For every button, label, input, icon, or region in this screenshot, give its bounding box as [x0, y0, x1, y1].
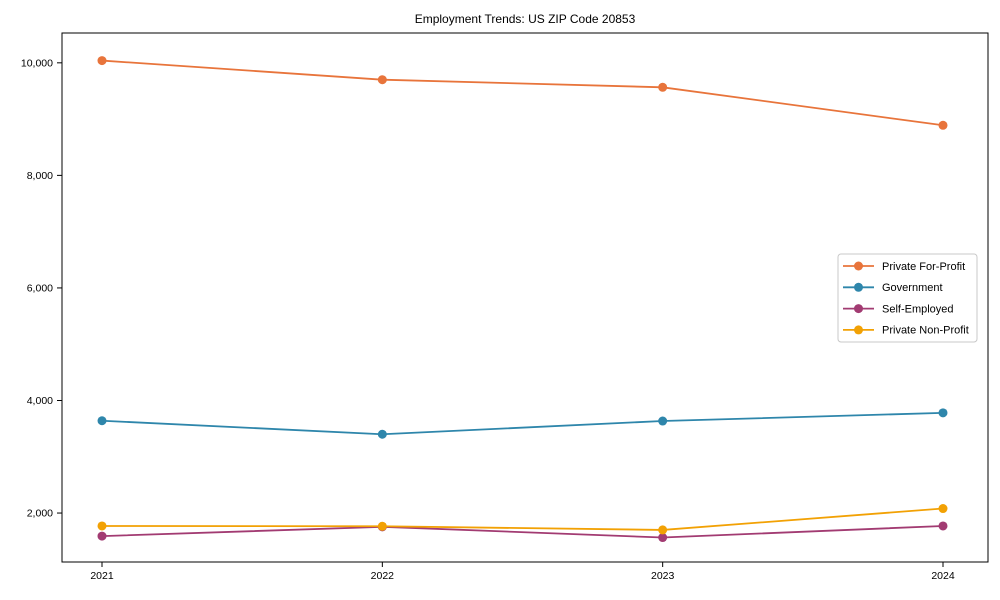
x-axis-tick-label: 2023 [651, 570, 675, 582]
marker-government-2022 [377, 429, 387, 439]
marker-government-2021 [97, 416, 107, 426]
x-axis-tick-label: 2024 [931, 570, 955, 582]
line-series-private-non-profit [101, 507, 944, 531]
marker-private-for-profit-2023 [658, 82, 668, 92]
y-axis-tick-label: 6,000 [27, 282, 53, 294]
marker-government-2023 [658, 416, 668, 426]
line-series-self-employed [101, 525, 944, 539]
marker-private-non-profit-2024 [938, 504, 948, 514]
marker-private-for-profit-2021 [97, 56, 107, 66]
legend-marker-icon-private-non-profit [854, 325, 863, 335]
legend-box [837, 253, 978, 343]
legend-label-government: Government [882, 282, 943, 294]
y-axis-tick-label: 8,000 [27, 170, 53, 182]
y-axis-tick-label: 10,000 [21, 57, 53, 69]
plot-frame [61, 32, 989, 563]
marker-government-2024 [938, 408, 948, 418]
line-series-private-for-profit [101, 59, 944, 127]
legend-marker-icon-government [854, 282, 863, 292]
marker-self-employed-2021 [97, 531, 107, 541]
y-axis-tick-label: 2,000 [27, 508, 53, 520]
x-axis-tick-label: 2022 [371, 570, 395, 582]
marker-private-for-profit-2024 [938, 120, 948, 130]
marker-self-employed-2023 [658, 533, 668, 543]
marker-self-employed-2024 [938, 521, 948, 531]
y-axis-tick-label: 4,000 [27, 395, 53, 407]
legend-label-private-non-profit: Private Non-Profit [882, 325, 969, 337]
legend-marker-icon-private-for-profit [854, 261, 863, 271]
chart-title: Employment Trends: US ZIP Code 20853 [415, 12, 636, 26]
x-axis-tick-label: 2021 [90, 570, 114, 582]
marker-private-non-profit-2021 [97, 521, 107, 531]
marker-private-for-profit-2022 [377, 75, 387, 85]
marker-private-non-profit-2023 [658, 525, 668, 535]
legend-marker-icon-self-employed [854, 304, 863, 314]
legend-label-private-for-profit: Private For-Profit [882, 261, 965, 273]
marker-private-non-profit-2022 [377, 521, 387, 531]
line-series-government [101, 411, 944, 436]
legend-label-self-employed: Self-Employed [882, 303, 954, 315]
